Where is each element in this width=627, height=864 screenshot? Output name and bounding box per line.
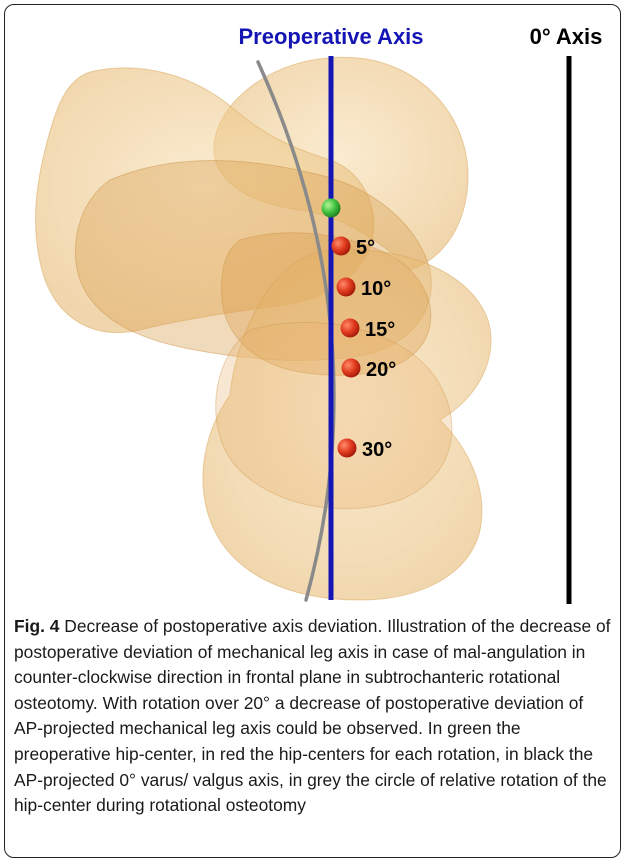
zero-axis-label: 0° Axis [530, 24, 603, 49]
figure-label: Fig. 4 [14, 616, 60, 636]
preoperative-hip-center [321, 198, 341, 218]
figure-illustration: Preoperative Axis 0° Axis 5° 10° 15° 20°… [35, 24, 603, 604]
rotation-label-10: 10° [361, 278, 391, 300]
bone-rendering [35, 56, 492, 601]
rotation-label-5: 5° [356, 237, 375, 259]
hip-center-10deg [336, 277, 356, 297]
hip-center-30deg [337, 438, 357, 458]
figure-caption: Fig. 4 Decrease of postoperative axis de… [14, 614, 612, 819]
rotation-label-20: 20° [366, 359, 396, 381]
rotation-label-15: 15° [365, 319, 395, 341]
hip-center-15deg [340, 318, 360, 338]
preoperative-axis-label: Preoperative Axis [238, 24, 423, 49]
hip-center-20deg [341, 358, 361, 378]
rotation-label-30: 30° [362, 439, 392, 461]
hip-center-5deg [331, 236, 351, 256]
caption-text: Decrease of postoperative axis deviation… [14, 616, 611, 816]
